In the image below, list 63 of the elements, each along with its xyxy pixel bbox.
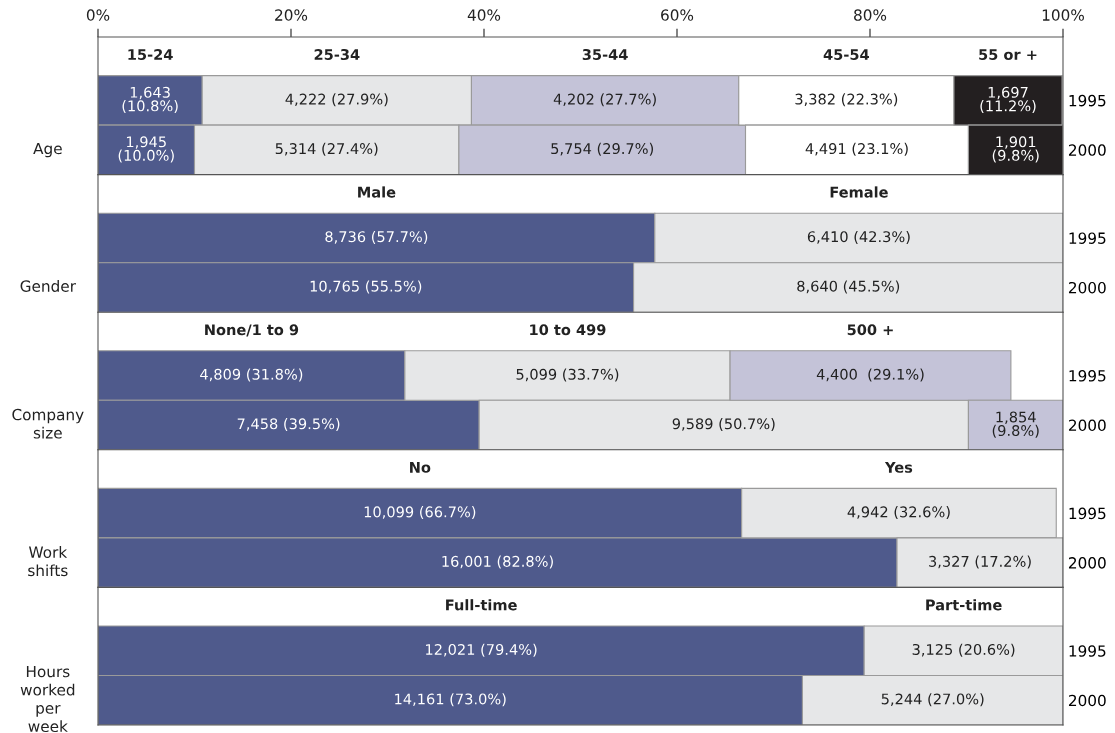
x-tick-label: 40% bbox=[467, 9, 501, 21]
series-label: 35-44 bbox=[582, 49, 628, 61]
series-label: No bbox=[410, 462, 431, 473]
data-label: 4,400 (29.1%) bbox=[816, 368, 924, 382]
text: Age bbox=[33, 142, 62, 158]
data-label: 1,945 (10.0%) bbox=[118, 136, 174, 163]
data-label: 12,021 (79.4%) bbox=[426, 643, 537, 657]
series-label: 10 to 499 bbox=[530, 324, 606, 336]
data-label: 1,901 (9.8%) bbox=[992, 136, 1039, 163]
y-tick-label: 2000 bbox=[1068, 144, 1106, 156]
data-label: 3,327 (17.2%) bbox=[929, 555, 1031, 569]
series-label: Female bbox=[830, 186, 888, 198]
data-label: 16,001 (82.8%) bbox=[442, 555, 553, 569]
x-tick-label: 100% bbox=[1042, 9, 1084, 21]
y-tick-label: 1995 bbox=[1069, 645, 1106, 657]
data-label: 4,809 (31.8%) bbox=[200, 368, 303, 382]
data-label: 4,202 (27.7%) bbox=[553, 93, 656, 107]
data-label: 4,222 (27.9%) bbox=[285, 93, 388, 107]
y-tick-label: 1995 bbox=[1069, 507, 1106, 520]
y-tick-label: 1995 bbox=[1069, 232, 1106, 244]
series-label: 15-24 bbox=[128, 49, 173, 61]
data-label: 7,458 (39.5%) bbox=[237, 418, 340, 431]
data-label: 14,161 (73.0%) bbox=[395, 693, 506, 707]
series-label: 55 or + bbox=[979, 49, 1037, 61]
y-tick-label: 2000 bbox=[1068, 557, 1106, 569]
x-tick-label: 80% bbox=[854, 9, 887, 21]
data-label: 3,125 (20.6%) bbox=[912, 643, 1015, 657]
series-label: Full-time bbox=[446, 599, 517, 611]
data-label: 4,491 (23.1%) bbox=[805, 142, 908, 156]
x-tick-label: 60% bbox=[661, 9, 694, 21]
series-label: Yes bbox=[884, 462, 913, 473]
y-tick-label: 2000 bbox=[1068, 419, 1106, 432]
data-label: 5,099 (33.7%) bbox=[516, 368, 619, 382]
data-label: 5,244 (27.0%) bbox=[881, 693, 984, 707]
y-tick-label: 2000 bbox=[1068, 694, 1106, 707]
data-label: 10,099 (66.7%) bbox=[364, 506, 476, 520]
data-label: 4,942 (32.6%) bbox=[847, 506, 950, 520]
y-tick-label: 2000 bbox=[1068, 281, 1106, 294]
data-label: 8,736 (57.7%) bbox=[325, 230, 428, 244]
series-label: Part-time bbox=[926, 599, 1002, 611]
data-label: 1,697 (11.2%) bbox=[980, 86, 1036, 114]
data-label: 10,765 (55.5%) bbox=[310, 280, 422, 294]
x-tick-label: 0% bbox=[86, 9, 110, 21]
text: Work shifts bbox=[28, 546, 68, 577]
data-label: 3,382 (22.3%) bbox=[795, 93, 898, 107]
data-label: 5,314 (27.4%) bbox=[275, 142, 378, 156]
series-label: Male bbox=[358, 186, 396, 198]
data-label: 9,589 (50.7%) bbox=[672, 418, 775, 431]
series-label: 25-34 bbox=[314, 49, 360, 61]
data-label: 5,754 (29.7%) bbox=[551, 142, 654, 156]
data-label: 6,410 (42.3%) bbox=[807, 230, 910, 244]
text: Gender bbox=[20, 280, 76, 292]
series-label: 45-54 bbox=[823, 49, 870, 61]
text: Hours worked per week bbox=[20, 665, 75, 733]
annotation: 8,640 (45.5%) bbox=[797, 280, 900, 294]
text: Company size bbox=[12, 408, 84, 439]
data-label: 1,643 (10.8%) bbox=[122, 86, 178, 114]
series-label: None/1 to 9 bbox=[205, 324, 299, 337]
data-label: 1,854 (9.8%) bbox=[992, 411, 1039, 438]
y-tick-label: 1995 bbox=[1069, 370, 1106, 382]
y-tick-label: 1995 bbox=[1069, 94, 1106, 107]
series-label: 500 + bbox=[847, 324, 893, 336]
x-tick-label: 20% bbox=[275, 9, 308, 21]
